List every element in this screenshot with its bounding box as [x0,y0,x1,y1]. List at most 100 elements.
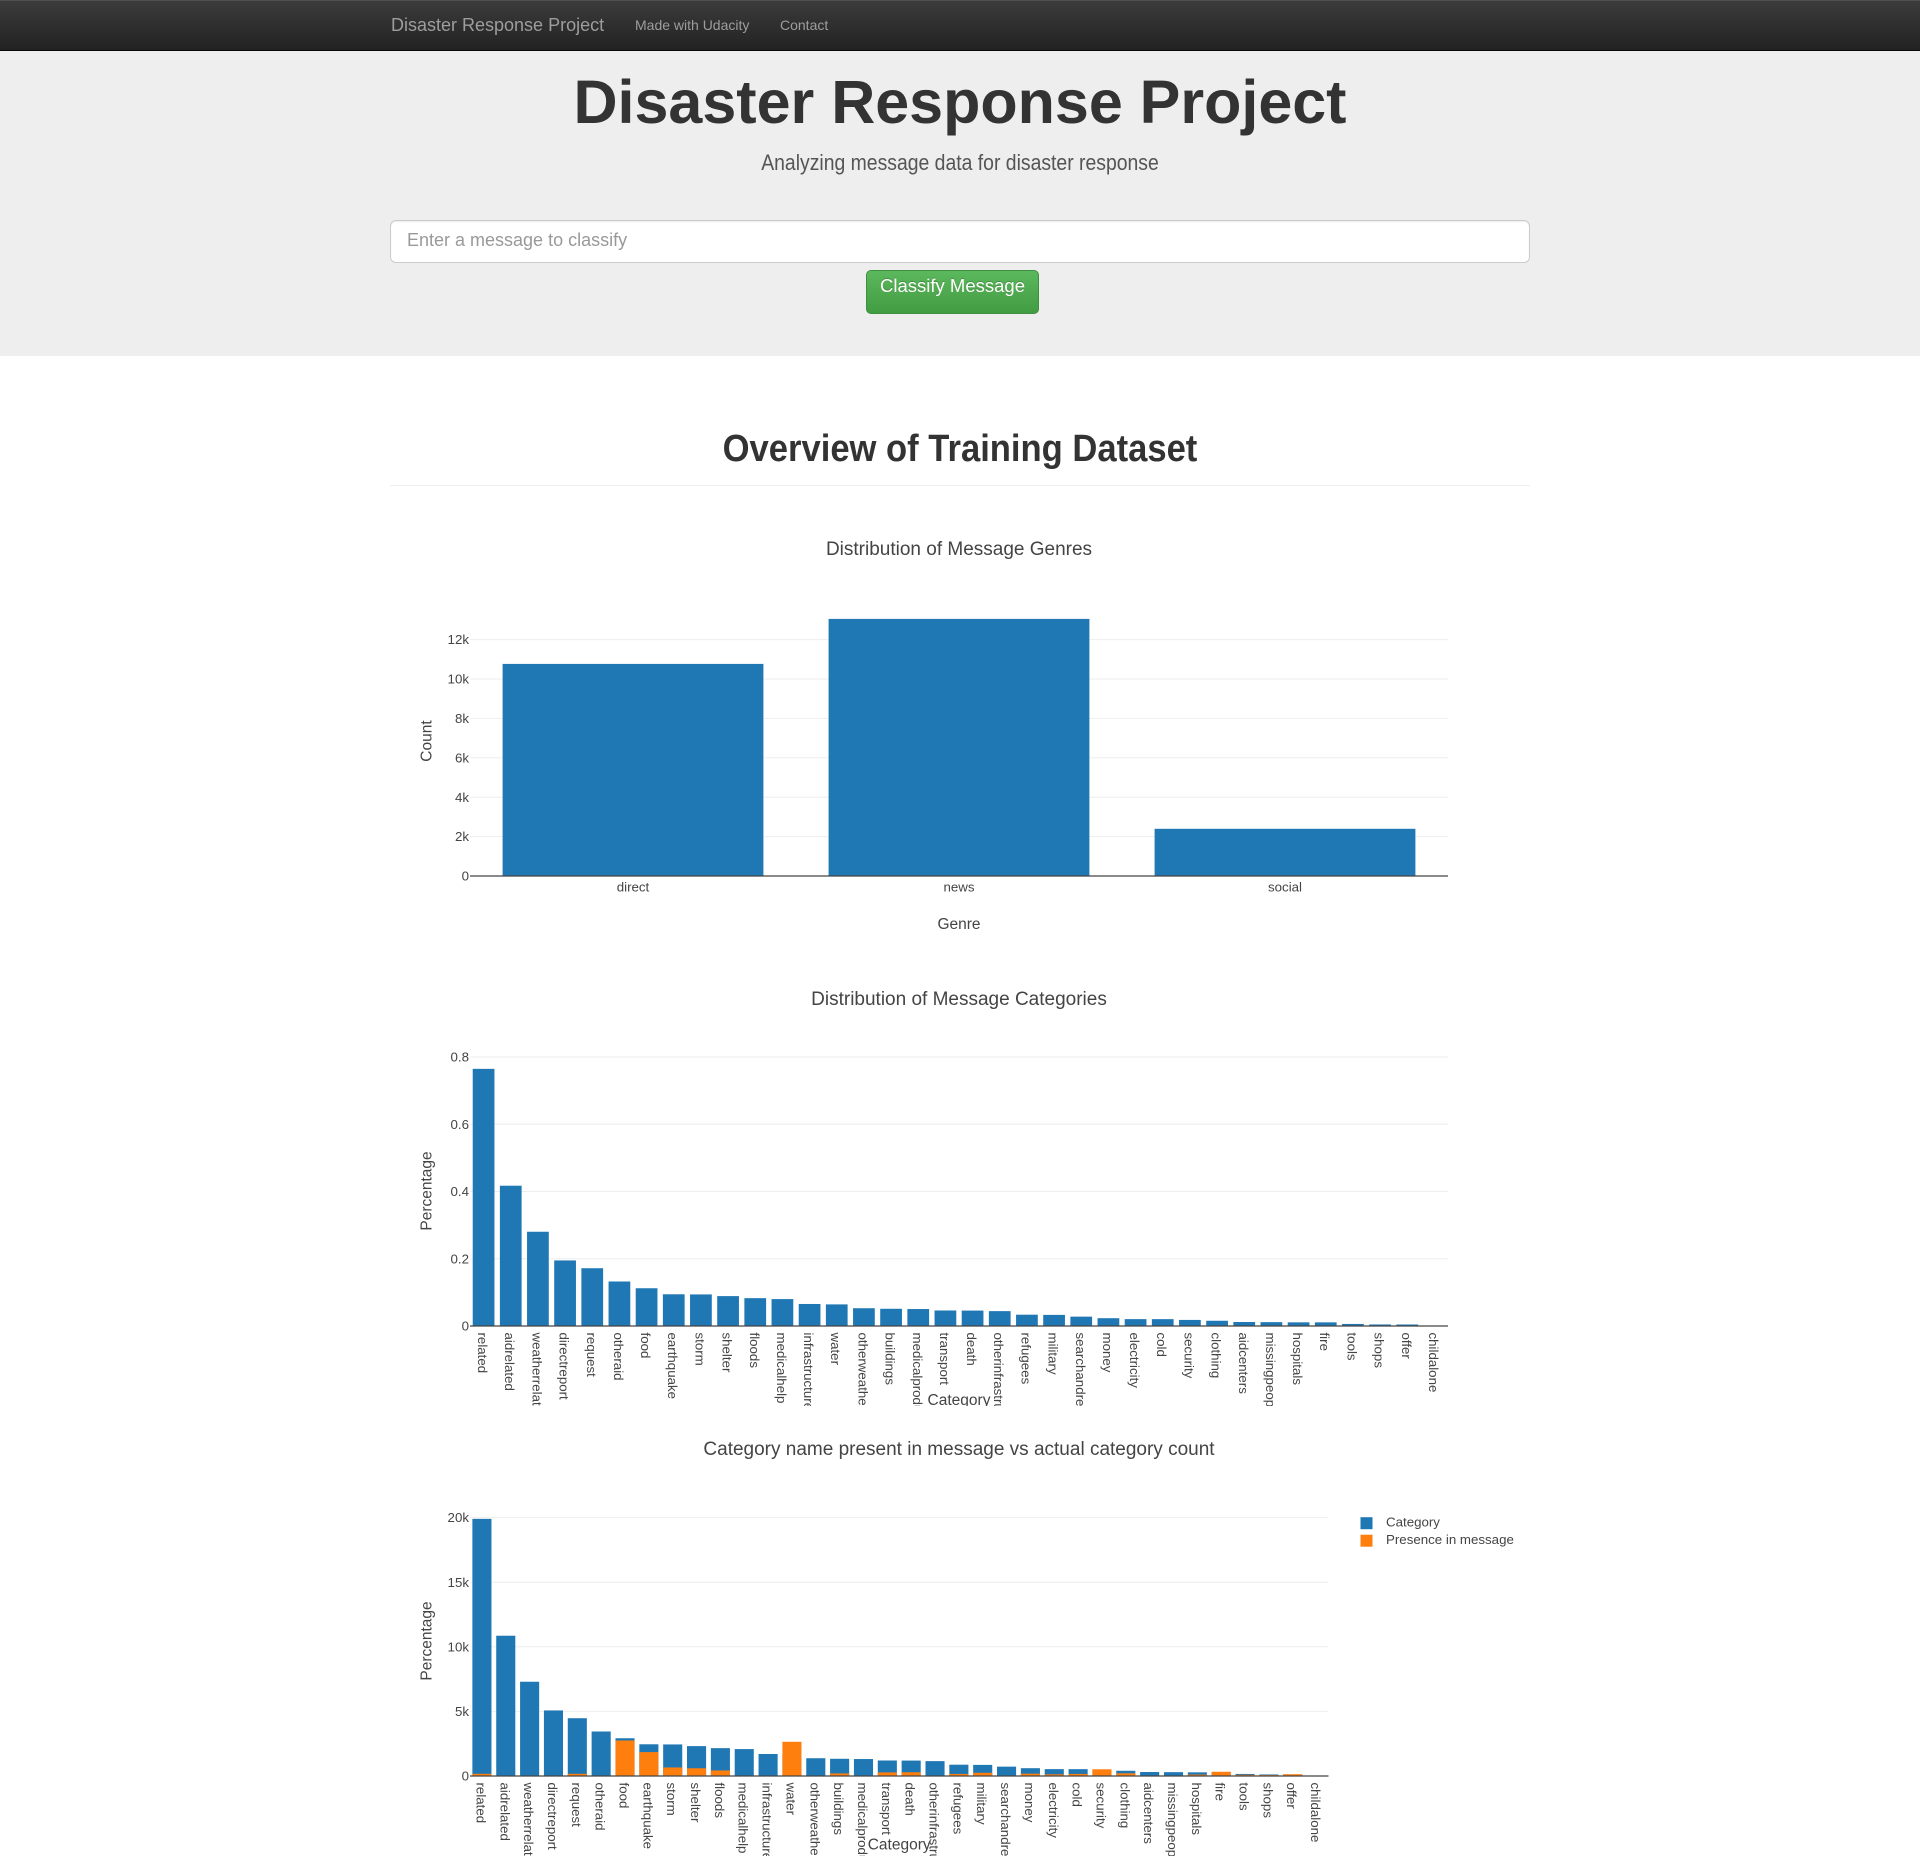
svg-text:weatherrelated: weatherrelated [529,1332,544,1407]
svg-text:security: security [1181,1333,1196,1379]
svg-text:earthquake: earthquake [640,1783,655,1850]
svg-text:water: water [828,1332,843,1366]
svg-text:floods: floods [712,1783,727,1819]
svg-text:childalone: childalone [1308,1783,1323,1843]
svg-text:death: death [903,1783,918,1816]
svg-text:searchandrescue: searchandrescue [998,1783,1013,1857]
svg-text:money: money [1022,1783,1037,1823]
svg-text:food: food [638,1333,653,1359]
svg-text:related: related [475,1333,490,1374]
svg-text:Genre: Genre [937,916,980,933]
svg-text:searchandrescue: searchandrescue [1073,1333,1088,1407]
svg-text:Distribution of Message Genres: Distribution of Message Genres [826,539,1092,560]
svg-text:military: military [1046,1333,1061,1375]
svg-text:tools: tools [1344,1333,1359,1361]
svg-text:medicalhelp: medicalhelp [774,1333,789,1404]
svg-text:Category name present in messa: Category name present in message vs actu… [703,1439,1215,1460]
svg-text:request: request [569,1783,584,1828]
svg-text:0: 0 [462,1319,469,1334]
svg-text:Presence in message: Presence in message [1386,1532,1514,1547]
svg-text:electricity: electricity [1127,1333,1142,1389]
svg-text:aidrelated: aidrelated [497,1783,512,1841]
svg-text:8k: 8k [455,711,469,726]
svg-text:10k: 10k [448,1639,470,1654]
svg-text:Distribution of Message Catego: Distribution of Message Categories [811,989,1107,1010]
svg-text:earthquake: earthquake [665,1333,680,1400]
svg-text:shops: shops [1372,1333,1387,1369]
svg-text:aidcenters: aidcenters [1141,1783,1156,1845]
svg-text:0.6: 0.6 [451,1117,470,1132]
svg-text:storm: storm [664,1783,679,1816]
svg-text:refugees: refugees [1018,1333,1033,1385]
svg-text:Count: Count [419,720,436,762]
svg-text:cold: cold [1070,1783,1085,1807]
svg-text:death: death [964,1333,979,1366]
svg-text:shelter: shelter [720,1333,735,1373]
svg-text:otherweather: otherweather [855,1333,870,1407]
svg-text:Category: Category [1386,1515,1440,1530]
svg-text:20k: 20k [448,1510,470,1525]
svg-text:social: social [1268,880,1302,895]
svg-text:directreport: directreport [545,1783,560,1851]
svg-text:buildings: buildings [831,1783,846,1836]
svg-text:otherinfrastructure: otherinfrastructure [927,1783,942,1857]
svg-text:0: 0 [462,869,469,884]
svg-text:clothing: clothing [1117,1783,1132,1829]
svg-text:storm: storm [692,1333,707,1366]
svg-text:electricity: electricity [1046,1783,1061,1839]
svg-text:weatherrelated: weatherrelated [521,1782,536,1857]
svg-text:money: money [1100,1333,1115,1373]
svg-text:food: food [617,1783,632,1809]
svg-text:hospitals: hospitals [1290,1333,1305,1386]
svg-text:Percentage: Percentage [419,1601,436,1680]
svg-text:medicalproducts: medicalproducts [855,1783,870,1857]
svg-text:clothing: clothing [1209,1333,1224,1379]
svg-text:news: news [943,880,974,895]
svg-text:request: request [584,1333,599,1378]
svg-text:fire: fire [1213,1783,1228,1801]
svg-text:12k: 12k [448,632,470,647]
svg-text:shelter: shelter [688,1783,703,1823]
svg-text:floods: floods [747,1333,762,1369]
svg-text:Category: Category [928,1392,991,1406]
svg-text:transport: transport [879,1783,894,1836]
svg-text:0: 0 [462,1769,469,1784]
svg-text:offer: offer [1399,1333,1414,1360]
svg-text:0.4: 0.4 [451,1184,470,1199]
svg-text:otherweather: otherweather [807,1783,822,1857]
svg-text:10k: 10k [448,672,470,687]
svg-text:infrastructurerelated: infrastructurerelated [760,1783,775,1857]
svg-text:refugees: refugees [950,1783,965,1835]
svg-text:Category: Category [868,1837,931,1854]
svg-text:4k: 4k [455,790,469,805]
svg-text:5k: 5k [455,1704,469,1719]
svg-text:related: related [473,1783,488,1824]
svg-text:military: military [974,1783,989,1825]
svg-text:security: security [1094,1783,1109,1829]
svg-text:transport: transport [937,1333,952,1386]
svg-text:tools: tools [1237,1783,1252,1811]
svg-text:hospitals: hospitals [1189,1783,1204,1836]
svg-text:buildings: buildings [883,1333,898,1386]
svg-text:shops: shops [1260,1783,1275,1819]
svg-text:medicalproducts: medicalproducts [910,1333,925,1407]
svg-text:otherinfrastructure: otherinfrastructure [991,1333,1006,1407]
svg-text:fire: fire [1317,1333,1332,1351]
svg-text:aidrelated: aidrelated [502,1333,517,1391]
svg-text:missingpeople: missingpeople [1165,1783,1180,1857]
svg-text:aidcenters: aidcenters [1236,1333,1251,1395]
svg-text:directreport: directreport [557,1333,572,1401]
svg-text:6k: 6k [455,750,469,765]
svg-text:0.8: 0.8 [451,1050,470,1065]
svg-text:infrastructurerelated: infrastructurerelated [801,1333,816,1407]
svg-text:15k: 15k [448,1575,470,1590]
svg-text:missingpeople: missingpeople [1263,1333,1278,1407]
svg-text:offer: offer [1284,1783,1299,1810]
svg-text:cold: cold [1154,1333,1169,1357]
svg-text:Percentage: Percentage [419,1151,436,1230]
svg-text:0.2: 0.2 [451,1251,470,1266]
svg-text:otheraid: otheraid [593,1783,608,1831]
svg-text:childalone: childalone [1426,1333,1441,1393]
svg-text:otheraid: otheraid [611,1333,626,1381]
svg-text:direct: direct [617,880,650,895]
